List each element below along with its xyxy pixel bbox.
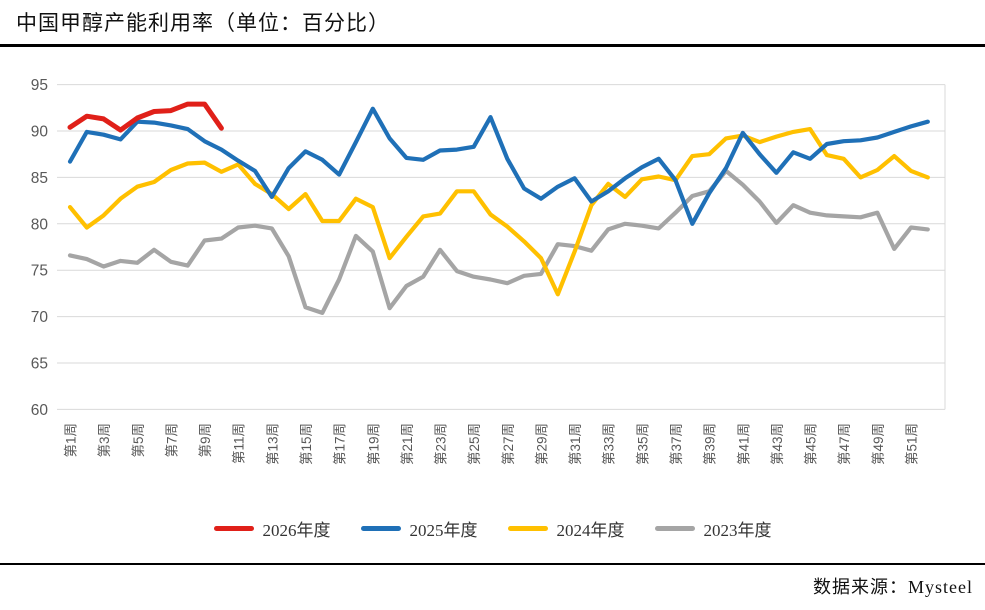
x-axis-label-week-3: 第3周 xyxy=(96,423,112,458)
x-axis-label-week-19: 第19周 xyxy=(365,423,381,465)
x-axis-label-week-17: 第17周 xyxy=(332,423,348,465)
y-axis-label-95: 95 xyxy=(31,77,48,94)
chart-legend: 2026年度 2025年度 2024年度 2023年度 xyxy=(0,516,985,541)
legend-label-2023: 2023年度 xyxy=(703,521,772,540)
legend-swatch-2026 xyxy=(213,526,254,531)
series-line-2025 xyxy=(67,106,930,226)
top-rule xyxy=(0,44,985,47)
legend-swatch-2024 xyxy=(507,526,548,531)
y-axis-label-75: 75 xyxy=(31,263,48,280)
x-axis-label-week-27: 第27周 xyxy=(500,423,516,465)
legend-label-2025: 2025年度 xyxy=(409,521,478,540)
x-axis-label-week-11: 第11周 xyxy=(231,423,247,464)
x-axis-label-week-23: 第23周 xyxy=(433,423,449,465)
legend-item-2024: 2024年度 xyxy=(507,516,625,541)
y-axis-label-90: 90 xyxy=(31,124,49,141)
series-line-2024 xyxy=(67,127,930,297)
bottom-rule xyxy=(0,563,985,565)
y-axis-label-70: 70 xyxy=(31,309,49,326)
data-source-note: 数据来源：Mysteel xyxy=(813,577,973,597)
y-axis-label-85: 85 xyxy=(31,170,48,187)
x-axis-label-week-29: 第29周 xyxy=(533,423,549,465)
x-axis-label-week-5: 第5周 xyxy=(130,423,146,458)
legend-label-2024: 2024年度 xyxy=(556,521,625,540)
legend-swatch-2023 xyxy=(654,526,695,531)
y-axis-label-65: 65 xyxy=(31,356,48,373)
chart-title: 中国甲醇产能利用率（单位：百分比） xyxy=(16,11,390,35)
x-axis-label-week-35: 第35周 xyxy=(634,423,650,465)
legend-item-2023: 2023年度 xyxy=(654,516,772,541)
x-axis-label-week-39: 第39周 xyxy=(702,423,718,465)
x-axis-label-week-7: 第7周 xyxy=(163,423,179,458)
x-axis-label-week-21: 第21周 xyxy=(399,423,415,465)
x-axis-label-week-9: 第9周 xyxy=(197,423,213,458)
series-line-2023 xyxy=(67,168,930,315)
x-axis-label-week-37: 第37周 xyxy=(668,423,684,465)
y-axis-label-60: 60 xyxy=(31,402,49,419)
x-axis-label-week-15: 第15周 xyxy=(298,423,314,465)
x-axis-label-week-47: 第47周 xyxy=(836,423,852,465)
legend-item-2026: 2026年度 xyxy=(213,516,331,541)
x-axis-label-week-49: 第49周 xyxy=(870,423,886,465)
legend-swatch-2025 xyxy=(360,526,401,531)
legend-label-2026: 2026年度 xyxy=(262,521,331,540)
x-axis-label-week-41: 第41周 xyxy=(735,423,751,465)
legend-item-2025: 2025年度 xyxy=(360,516,478,541)
x-axis-label-week-25: 第25周 xyxy=(466,423,482,465)
chart-plot-area: 60 65 70 75 80 85 90 95 第1周 第3周 第5周 第7周 第9周 第11周 第13周 第… xyxy=(31,77,946,465)
x-axis-label-week-1: 第1周 xyxy=(63,423,79,458)
x-axis-label-week-33: 第33周 xyxy=(601,423,617,465)
x-axis-label-week-45: 第45周 xyxy=(803,423,819,465)
x-axis-label-week-43: 第43周 xyxy=(769,423,785,465)
x-axis-label-week-13: 第13周 xyxy=(264,423,280,465)
x-axis-label-week-51: 第51周 xyxy=(904,423,920,465)
series-line-2026 xyxy=(67,101,224,133)
y-axis-label-80: 80 xyxy=(31,216,49,233)
x-axis-label-week-31: 第31周 xyxy=(567,423,583,465)
